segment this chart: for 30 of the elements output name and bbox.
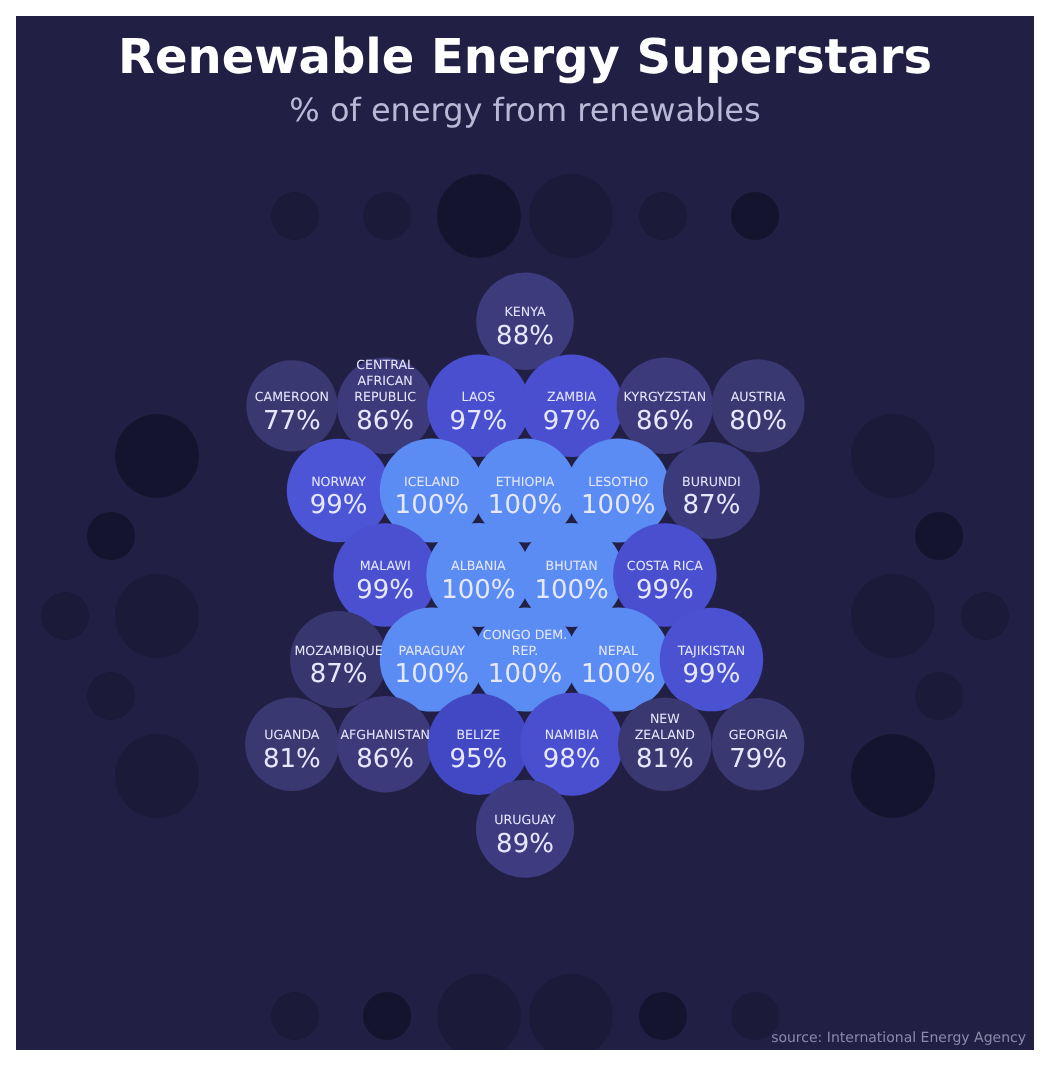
data-label: 81% bbox=[635, 744, 694, 775]
data-label: 100% bbox=[581, 660, 656, 691]
data-label: 80% bbox=[729, 406, 787, 437]
data-label: 88% bbox=[496, 321, 554, 352]
data-label: 95% bbox=[449, 744, 508, 775]
data-label: 86% bbox=[356, 406, 415, 437]
data-label: 100% bbox=[441, 575, 516, 606]
data-label: 89% bbox=[496, 829, 554, 860]
data-label: 86% bbox=[635, 406, 694, 437]
data-label: 97% bbox=[542, 406, 601, 437]
data-label: 98% bbox=[542, 744, 601, 775]
data-label: 77% bbox=[263, 406, 321, 437]
data-label: 99% bbox=[682, 660, 741, 691]
data-label: 86% bbox=[356, 744, 415, 775]
data-label: 97% bbox=[449, 406, 508, 437]
text: Renewable Energy Superstars bbox=[117, 29, 933, 86]
data-label: 100% bbox=[581, 491, 656, 522]
data-label: 99% bbox=[309, 491, 368, 522]
data-label: 99% bbox=[356, 575, 415, 606]
data-label: 87% bbox=[309, 660, 368, 691]
data-label: 99% bbox=[635, 575, 694, 606]
data-label: 100% bbox=[534, 575, 609, 606]
data-label: 81% bbox=[263, 744, 321, 775]
data-label: 100% bbox=[487, 491, 563, 522]
data-label: 100% bbox=[394, 660, 469, 691]
data-label: 79% bbox=[729, 744, 787, 775]
data-label: 100% bbox=[394, 491, 469, 522]
data-label: 87% bbox=[682, 491, 741, 522]
data-label: 100% bbox=[487, 660, 563, 691]
text: % of energy from renewables bbox=[289, 91, 761, 130]
